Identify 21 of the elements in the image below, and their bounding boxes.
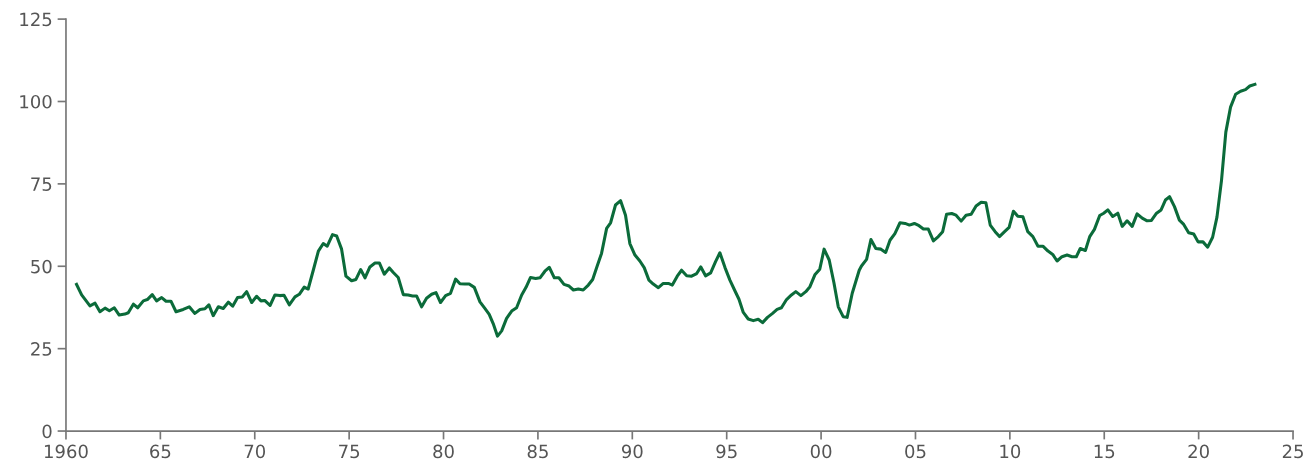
y-tick-label: 100 bbox=[20, 94, 52, 109]
x-tick-label: 95 bbox=[716, 444, 737, 459]
x-tick-label: 25 bbox=[1282, 444, 1303, 459]
x-tick-label: 00 bbox=[810, 444, 832, 459]
line-series bbox=[75, 82, 1257, 338]
y-tick-label: 0 bbox=[42, 424, 52, 439]
x-tick-label: 05 bbox=[905, 444, 926, 459]
x-tick-label: 70 bbox=[244, 444, 266, 459]
x-tick-label: 90 bbox=[621, 444, 643, 459]
x-tick-label: 20 bbox=[1188, 444, 1209, 459]
y-tick-label: 75 bbox=[31, 177, 52, 191]
x-tick-label: 65 bbox=[150, 444, 171, 459]
y-tick-label: 25 bbox=[31, 342, 52, 356]
x-tick-label: 75 bbox=[339, 444, 360, 459]
x-tick-label: 1960 bbox=[44, 444, 88, 459]
x-tick-label: 10 bbox=[1000, 444, 1021, 459]
y-tick-label: 125 bbox=[20, 12, 52, 27]
y-tick-label: 50 bbox=[31, 259, 52, 274]
x-tick-label: 15 bbox=[1094, 444, 1115, 459]
x-tick-label: 85 bbox=[527, 444, 548, 459]
x-tick-label: 80 bbox=[433, 444, 454, 459]
